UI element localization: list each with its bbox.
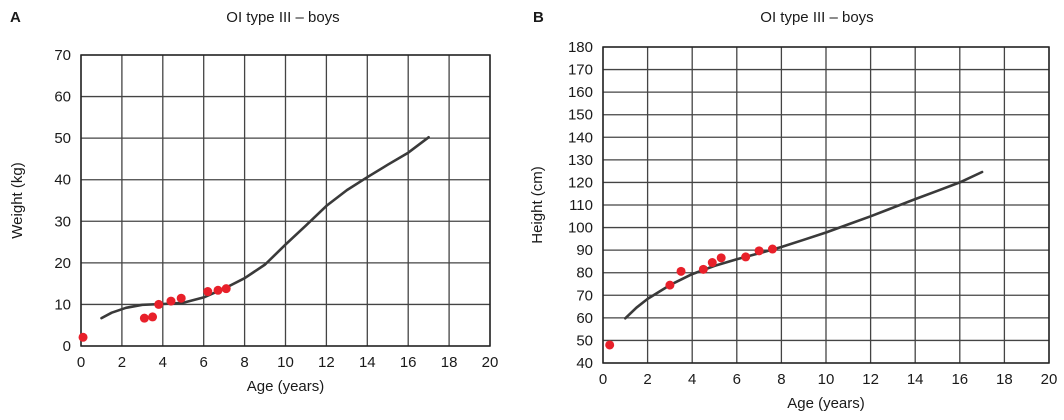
y-tick-label: 10 [54,296,71,313]
weight-chart-svg: 0 2 4 6 8 10 12 14 16 18 20 0 10 20 30 40 50 60 70 Age (yea… [9,47,499,395]
y-tick-label: 120 [568,174,593,191]
panel-label: B [533,9,544,26]
x-tick-label: 12 [862,371,879,388]
x-tick-label: 14 [907,371,924,388]
x-tick-label: 6 [200,354,208,371]
y-tick-label: 80 [576,265,593,282]
y-tick-label: 0 [63,338,71,355]
data-point [665,280,675,290]
data-point [716,253,726,263]
x-tick-label: 16 [400,354,417,371]
x-tick-label: 4 [159,354,167,371]
x-tick-label: 20 [1041,371,1058,388]
x-tick-label: 18 [441,354,458,371]
y-tick-label: 30 [54,213,71,230]
chart-title: OI type III – boys [226,9,340,26]
y-tick-label: 140 [568,129,593,146]
plot-grid [80,54,491,347]
x-tick-label: 20 [482,354,499,371]
x-tick-label: 10 [818,371,835,388]
chart-panel-b: B OI type III – boys 0 2 4 6 8 10 12 14 16 18 20 40… [522,0,1064,420]
y-tick-label: 160 [568,84,593,101]
x-tick-label: 6 [733,371,741,388]
data-point [154,299,164,309]
data-point [676,266,686,276]
chart-title: OI type III – boys [760,9,874,26]
x-tick-label: 14 [359,354,376,371]
data-point [78,332,88,342]
height-chart-svg: 0 2 4 6 8 10 12 14 16 18 20 40 50 60 70 80 90 100 110 120 13… [529,39,1058,412]
x-tick-label: 0 [77,354,85,371]
data-point [176,293,186,303]
y-tick-label: 40 [54,172,71,189]
plot-grid [602,46,1050,364]
chart-panel-a: A OI type III – boys 0 2 4 6 8 10 12 14 16 18 20 0 1… [0,0,522,420]
x-tick-label: 2 [118,354,126,371]
x-tick-label: 2 [643,371,651,388]
data-point [139,313,149,323]
x-tick-label: 8 [777,371,785,388]
y-tick-label: 170 [568,62,593,79]
x-tick-label: 4 [688,371,696,388]
panel-label: A [10,9,21,26]
data-point [698,264,708,274]
y-tick-label: 150 [568,107,593,124]
data-point [707,258,717,268]
y-tick-label: 100 [568,220,593,237]
plot-frame [80,54,491,347]
x-tick-label: 8 [240,354,248,371]
y-tick-label: 20 [54,255,71,272]
data-point [221,284,231,294]
y-tick-label: 70 [576,287,593,304]
x-axis-label: Age (years) [787,395,865,412]
data-point [605,340,615,350]
x-axis-label: Age (years) [247,378,325,395]
x-tick-label: 18 [996,371,1013,388]
y-tick-label: 60 [576,310,593,327]
y-tick-label: 50 [54,130,71,147]
x-tick-label: 12 [318,354,335,371]
plot-frame [602,46,1050,364]
data-point [203,287,213,297]
data-point [754,246,764,256]
x-tick-label: 16 [951,371,968,388]
y-tick-label: 40 [576,355,593,372]
growth-curve-line [100,136,430,320]
y-tick-label: 70 [54,47,71,64]
y-tick-label: 110 [569,197,593,214]
x-tick-label: 0 [599,371,607,388]
x-tick-label: 10 [277,354,294,371]
y-tick-label: 90 [576,242,593,259]
growth-curve-line [624,170,984,320]
data-point [741,252,751,262]
data-point [213,285,223,295]
data-point [148,312,158,322]
data-point [166,296,176,306]
y-tick-label: 50 [576,332,593,349]
data-point [767,244,777,254]
y-axis-label: Height (cm) [529,166,546,244]
y-tick-label: 180 [568,39,593,56]
y-axis-label: Weight (kg) [9,162,26,238]
y-tick-label: 60 [54,89,71,106]
y-tick-label: 130 [568,152,593,169]
